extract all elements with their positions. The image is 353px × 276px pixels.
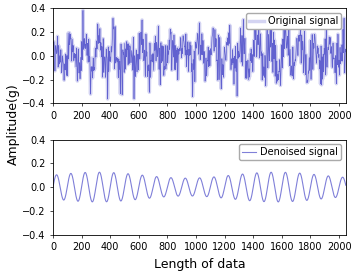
Legend: Original signal: Original signal [246, 13, 341, 29]
Text: Amplitude(g): Amplitude(g) [7, 83, 20, 165]
Legend: Denoised signal: Denoised signal [239, 144, 341, 160]
X-axis label: Length of data: Length of data [154, 258, 245, 271]
